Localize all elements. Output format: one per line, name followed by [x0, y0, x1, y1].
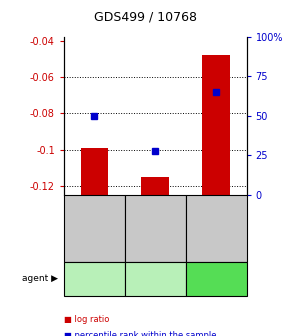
- Text: IL4: IL4: [209, 274, 223, 284]
- Bar: [142, 177, 169, 195]
- Text: ■ log ratio: ■ log ratio: [64, 315, 109, 324]
- Text: agent ▶: agent ▶: [22, 275, 58, 283]
- Text: GSM8760: GSM8760: [211, 208, 221, 249]
- Text: TNFa: TNFa: [143, 274, 167, 284]
- Bar: [202, 55, 230, 195]
- Text: GDS499 / 10768: GDS499 / 10768: [93, 10, 197, 24]
- Text: ■ percentile rank within the sample: ■ percentile rank within the sample: [64, 332, 216, 336]
- Text: IFNg: IFNg: [83, 274, 105, 284]
- Text: GSM8750: GSM8750: [90, 208, 99, 249]
- Bar: [81, 148, 108, 195]
- Text: GSM8755: GSM8755: [151, 208, 160, 249]
